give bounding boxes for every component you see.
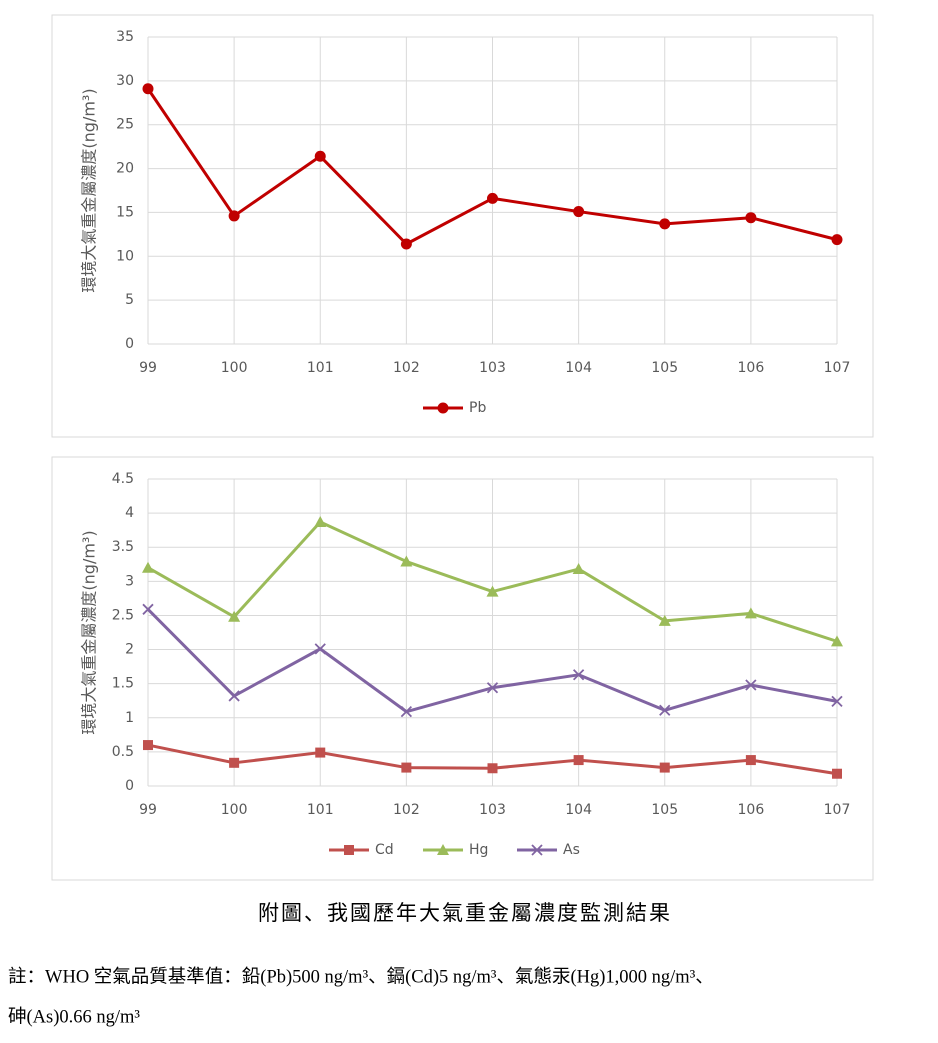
marker	[228, 690, 240, 702]
x-tick-label: 107	[824, 802, 851, 818]
legend-label: Hg	[469, 842, 488, 858]
marker	[400, 706, 413, 718]
y-axis-title: 環境大氣重金屬濃度(ng/m³)	[80, 88, 99, 292]
x-tick-label: 100	[221, 802, 248, 818]
x-tick-label: 103	[479, 360, 506, 376]
marker	[659, 218, 671, 230]
marker	[745, 755, 756, 766]
marker	[314, 643, 326, 655]
marker	[531, 844, 543, 856]
x-tick-label: 104	[565, 802, 592, 818]
y-tick-label: 25	[116, 117, 134, 133]
marker	[572, 669, 585, 681]
marker	[229, 757, 240, 768]
marker	[437, 402, 449, 414]
marker	[400, 555, 413, 567]
marker	[142, 561, 154, 573]
note: 砷(As)0.66 ng/m³	[8, 1006, 140, 1027]
caption: 附圖、我國歷年大氣重金屬濃度監測結果	[258, 901, 672, 925]
x-tick-label: 103	[479, 802, 506, 818]
x-tick-label: 106	[738, 802, 765, 818]
x-tick-label: 100	[221, 360, 248, 376]
y-tick-label: 0	[125, 336, 134, 352]
note: 註：WHO 空氣品質基準值：鉛(Pb)500 ng/m³、鎘(Cd)5 ng/m…	[8, 966, 714, 987]
x-tick-label: 104	[565, 360, 592, 376]
y-tick-label: 3.5	[112, 539, 134, 555]
x-tick-label: 101	[307, 360, 334, 376]
chart-frame	[51, 14, 874, 438]
x-tick-label: 99	[139, 802, 157, 818]
marker	[659, 704, 671, 716]
y-tick-label: 2.5	[112, 607, 134, 623]
y-tick-label: 2	[125, 642, 134, 658]
marker	[831, 695, 843, 708]
marker	[143, 740, 153, 751]
marker	[573, 755, 584, 766]
marker	[487, 763, 498, 774]
x-tick-label: 105	[651, 802, 678, 818]
marker	[744, 607, 757, 619]
marker	[831, 635, 843, 647]
marker	[314, 515, 327, 527]
y-tick-label: 10	[116, 248, 134, 264]
x-tick-label: 102	[393, 802, 420, 818]
marker	[401, 762, 412, 773]
chart-frame	[51, 456, 874, 881]
marker	[344, 845, 354, 855]
y-tick-label: 35	[116, 29, 134, 45]
legend-label: As	[563, 842, 580, 858]
y-tick-label: 1	[125, 710, 134, 726]
x-tick-label: 102	[393, 360, 420, 376]
marker	[486, 585, 499, 597]
marker	[658, 614, 671, 626]
marker	[659, 762, 670, 773]
marker	[831, 234, 843, 246]
y-tick-label: 5	[125, 292, 134, 308]
x-tick-label: 105	[651, 360, 678, 376]
marker	[745, 679, 757, 691]
y-tick-label: 20	[116, 161, 134, 177]
marker	[142, 83, 154, 95]
marker	[228, 610, 241, 622]
marker	[400, 238, 412, 250]
x-tick-label: 107	[824, 360, 851, 376]
marker	[486, 682, 499, 694]
marker	[573, 206, 585, 218]
y-tick-label: 1.5	[112, 676, 134, 692]
y-tick-label: 4	[125, 505, 134, 521]
y-tick-label: 0.5	[112, 744, 134, 760]
y-tick-label: 30	[116, 73, 134, 89]
y-tick-label: 15	[116, 204, 134, 220]
y-axis-title: 環境大氣重金屬濃度(ng/m³)	[80, 530, 99, 734]
y-tick-label: 3	[125, 573, 134, 589]
x-tick-label: 106	[738, 360, 765, 376]
x-tick-label: 101	[307, 802, 334, 818]
marker	[487, 192, 498, 204]
marker	[832, 768, 842, 779]
x-tick-label: 99	[139, 360, 157, 376]
y-tick-label: 4.5	[112, 471, 134, 487]
marker	[437, 844, 449, 855]
marker	[315, 747, 326, 758]
legend-label: Pb	[469, 400, 486, 416]
legend-label: Cd	[375, 842, 394, 858]
marker	[314, 150, 326, 162]
marker	[228, 210, 240, 222]
marker	[745, 212, 757, 224]
y-tick-label: 0	[125, 778, 134, 794]
marker	[572, 563, 585, 575]
marker	[142, 603, 154, 615]
